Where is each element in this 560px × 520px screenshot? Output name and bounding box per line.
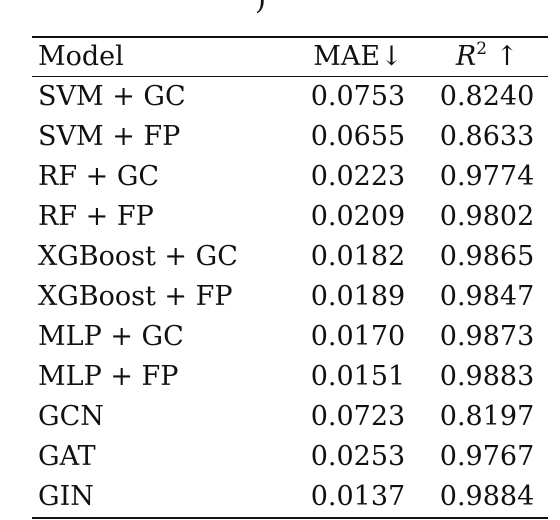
header-r2-arrow: ↑ [487, 41, 519, 72]
model-cell: MLP + GC [38, 321, 184, 352]
table-header: Model MAE↓ R2 ↑ [32, 37, 548, 77]
mae-cell: 0.0189 [310, 281, 406, 312]
header-model: Model [32, 37, 290, 77]
r2-cell: 0.9873 [439, 321, 535, 352]
table-row: GAT 0.0253 0.9767 [32, 437, 548, 477]
model-cell: XGBoost + FP [38, 281, 233, 312]
table-row: RF + FP 0.0209 0.9802 [32, 197, 548, 237]
mae-cell: 0.0723 [310, 401, 406, 432]
mae-cell: 0.0209 [310, 201, 406, 232]
r2-cell: 0.9883 [439, 361, 535, 392]
results-table: Model MAE↓ R2 ↑ SVM + GC 0.0753 0.8240 SVM … [32, 36, 548, 519]
mae-cell: 0.0655 [310, 121, 406, 152]
mae-cell: 0.0753 [310, 81, 406, 112]
mae-cell: 0.0170 [310, 321, 406, 352]
table-row: MLP + FP 0.0151 0.9883 [32, 357, 548, 397]
table-row: GCN 0.0723 0.8197 [32, 397, 548, 437]
table-row: XGBoost + GC 0.0182 0.9865 [32, 237, 548, 277]
r2-cell: 0.9884 [439, 481, 535, 512]
model-cell: GIN [38, 481, 94, 512]
r2-cell: 0.9767 [439, 441, 535, 472]
header-r2: R2 ↑ [426, 37, 548, 77]
model-cell: SVM + FP [38, 121, 181, 152]
table-row: RF + GC 0.0223 0.9774 [32, 157, 548, 197]
r2-cell: 0.9865 [439, 241, 535, 272]
r2-cell: 0.8633 [439, 121, 535, 152]
caption-fragment: ) [255, 0, 335, 14]
model-cell: RF + FP [38, 201, 154, 232]
header-r2-symbol: R [455, 41, 477, 72]
mae-cell: 0.0137 [310, 481, 406, 512]
r2-cell: 0.8197 [439, 401, 535, 432]
r2-cell: 0.8240 [439, 81, 535, 112]
table-row: XGBoost + FP 0.0189 0.9847 [32, 277, 548, 317]
table-row: SVM + GC 0.0753 0.8240 [32, 77, 548, 118]
r2-cell: 0.9847 [439, 281, 535, 312]
mae-cell: 0.0151 [310, 361, 406, 392]
table-row: SVM + FP 0.0655 0.8633 [32, 117, 548, 157]
model-cell: GCN [38, 401, 104, 432]
table-row: GIN 0.0137 0.9884 [32, 477, 548, 518]
table-body: SVM + GC 0.0753 0.8240 SVM + FP 0.0655 0.8633… [32, 77, 548, 519]
model-cell: MLP + FP [38, 361, 179, 392]
model-cell: SVM + GC [38, 81, 186, 112]
table-row: MLP + GC 0.0170 0.9873 [32, 317, 548, 357]
mae-cell: 0.0182 [310, 241, 406, 272]
mae-cell: 0.0223 [310, 161, 406, 192]
model-cell: XGBoost + GC [38, 241, 238, 272]
header-mae: MAE↓ [289, 37, 427, 77]
r2-cell: 0.9802 [439, 201, 535, 232]
r2-cell: 0.9774 [439, 161, 535, 192]
mae-cell: 0.0253 [310, 441, 406, 472]
header-r2-power: 2 [476, 39, 488, 59]
model-cell: GAT [38, 441, 96, 472]
header-row: Model MAE↓ R2 ↑ [32, 37, 548, 77]
model-cell: RF + GC [38, 161, 160, 192]
